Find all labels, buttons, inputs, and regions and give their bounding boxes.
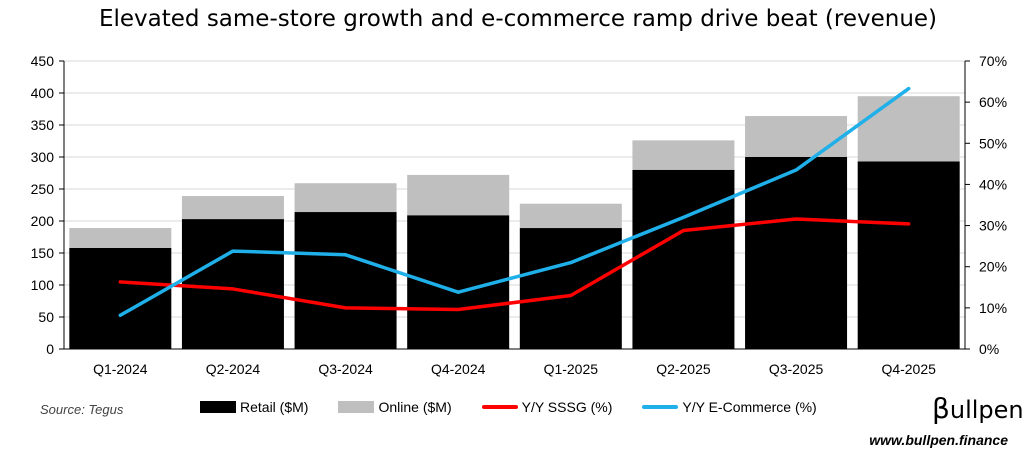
point-sssg (118, 280, 122, 284)
y-left-tick-label: 150 (31, 245, 55, 261)
brand-logo: βullpen (932, 392, 1024, 425)
x-tick-label: Q3-2024 (318, 361, 373, 377)
bar-online (294, 183, 397, 213)
y-left-tick-label: 350 (31, 117, 55, 133)
bar-retail (519, 228, 622, 349)
y-left-tick-label: 100 (31, 277, 55, 293)
legend: Retail ($M) Online ($M) Y/Y SSSG (%) Y/Y… (200, 399, 847, 415)
brand-logo-text: ullpen (949, 396, 1024, 424)
y-right-tick-label: 10% (979, 300, 1007, 316)
x-tick-label: Q3-2025 (769, 361, 824, 377)
x-tick-label: Q4-2025 (881, 361, 936, 377)
chart-title: Elevated same-store growth and e-commerc… (98, 6, 938, 32)
bar-retail (745, 157, 848, 349)
legend-swatch-retail (200, 401, 236, 413)
point-sssg (681, 229, 685, 233)
point-sssg (569, 294, 573, 298)
y-right-tick-label: 70% (979, 53, 1007, 69)
legend-label-online: Online ($M) (378, 399, 452, 415)
point-sssg (794, 217, 798, 221)
point-ecommerce (456, 290, 460, 294)
bar-online (69, 228, 172, 248)
brand-logo-letter: β (932, 392, 950, 425)
legend-swatch-online (338, 401, 375, 413)
point-ecommerce (794, 168, 798, 172)
y-left-tick-label: 50 (38, 309, 54, 325)
legend-item-retail: Retail ($M) (200, 399, 308, 415)
point-sssg (344, 306, 348, 310)
y-right-tick-label: 0% (979, 341, 999, 357)
legend-item-online: Online ($M) (338, 399, 452, 415)
bar-online (632, 140, 735, 170)
y-left-tick-label: 250 (31, 181, 55, 197)
legend-item-sssg: Y/Y SSSG (%) (481, 399, 613, 415)
bar-retail (632, 169, 735, 349)
point-ecommerce (344, 253, 348, 257)
y-right-tick-label: 40% (979, 176, 1007, 192)
point-sssg (907, 222, 911, 226)
line-sssg (118, 217, 911, 312)
x-tick-label: Q1-2025 (544, 361, 599, 377)
x-tick-label: Q2-2025 (656, 361, 711, 377)
y-left-tick-label: 300 (31, 149, 55, 165)
bar-online (519, 203, 622, 229)
legend-label-sssg: Y/Y SSSG (%) (521, 399, 613, 415)
x-tick-label: Q2-2024 (206, 361, 261, 377)
legend-swatch-ecommerce (642, 405, 679, 409)
legend-label-ecommerce: Y/Y E-Commerce (%) (682, 399, 817, 415)
bar-retail (181, 219, 284, 349)
point-sssg (231, 287, 235, 291)
bar-online (857, 96, 960, 162)
bar-online (407, 174, 510, 216)
bar-retail (857, 161, 960, 349)
legend-label-retail: Retail ($M) (240, 399, 309, 415)
legend-item-ecommerce: Y/Y E-Commerce (%) (642, 399, 817, 415)
y-left-tick-label: 200 (31, 213, 55, 229)
y-left-tick-label: 400 (31, 85, 55, 101)
bar-online (745, 116, 848, 157)
x-tick-label: Q4-2024 (431, 361, 486, 377)
line-ecommerce (118, 86, 911, 318)
point-ecommerce (118, 313, 122, 317)
y-left-tick-label: 0 (46, 341, 54, 357)
point-ecommerce (569, 261, 573, 265)
bar-retail (69, 247, 172, 349)
point-ecommerce (907, 87, 911, 91)
y-right-tick-label: 30% (979, 218, 1007, 234)
y-left-tick-label: 450 (31, 53, 55, 69)
point-ecommerce (681, 215, 685, 219)
x-tick-label: Q1-2024 (93, 361, 148, 377)
point-ecommerce (231, 249, 235, 253)
point-sssg (456, 308, 460, 312)
y-right-tick-label: 20% (979, 259, 1007, 275)
legend-swatch-sssg (481, 405, 518, 409)
bar-retail (294, 212, 397, 349)
bar-online (181, 196, 284, 220)
y-right-tick-label: 50% (979, 135, 1007, 151)
source-note: Source: Tegus (40, 402, 124, 417)
website-url: www.bullpen.finance (869, 432, 1008, 448)
y-right-tick-label: 60% (979, 94, 1007, 110)
